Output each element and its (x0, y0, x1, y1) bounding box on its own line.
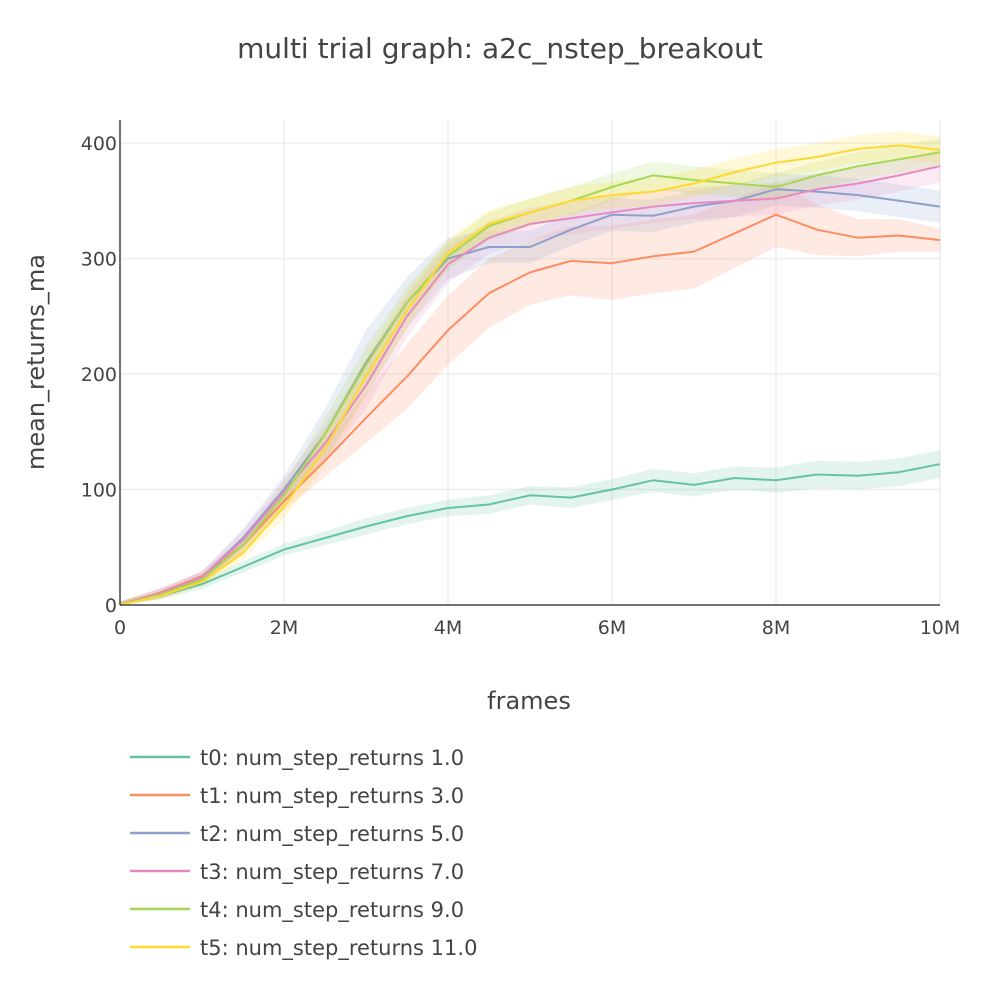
legend-label: t1: num_step_returns 3.0 (200, 784, 464, 809)
legend-item-t5[interactable]: t5: num_step_returns 11.0 (130, 936, 477, 961)
legend-label: t5: num_step_returns 11.0 (200, 936, 477, 961)
gridlines (120, 120, 941, 605)
legend-label: t0: num_step_returns 1.0 (200, 746, 464, 771)
band-t1 (120, 182, 940, 605)
x-tick-label: 8M (762, 617, 790, 639)
series-line-t3 (119, 165, 941, 606)
chart-title: multi trial graph: a2c_nstep_breakout (237, 32, 763, 65)
legend-item-t4[interactable]: t4: num_step_returns 9.0 (130, 898, 464, 923)
legend-label: t4: num_step_returns 9.0 (200, 898, 464, 923)
x-tick-label: 4M (434, 617, 462, 639)
x-tick-label: 6M (598, 617, 626, 639)
y-tick-label: 200 (81, 364, 117, 386)
x-tick-label: 10M (920, 617, 961, 639)
series-line-t1 (119, 213, 941, 606)
axes (119, 120, 940, 606)
x-axis-label: frames (487, 687, 571, 715)
legend-item-t3[interactable]: t3: num_step_returns 7.0 (130, 860, 464, 885)
series-line-t5 (119, 144, 941, 606)
x-tick-label: 0 (114, 617, 126, 639)
y-tick-label: 0 (105, 595, 117, 617)
band-t2 (120, 173, 940, 605)
legend-label: t2: num_step_returns 5.0 (200, 822, 464, 847)
band-t0 (120, 450, 940, 605)
legend-item-t2[interactable]: t2: num_step_returns 5.0 (130, 822, 464, 847)
legend-item-t1[interactable]: t1: num_step_returns 3.0 (130, 784, 464, 809)
series-line-t2 (119, 188, 941, 606)
legend: t0: num_step_returns 1.0 t1: num_step_ret… (130, 746, 477, 961)
series-line-t0 (119, 463, 941, 606)
legend-label: t3: num_step_returns 7.0 (200, 860, 464, 885)
confidence-bands (120, 131, 940, 605)
y-tick-label: 100 (81, 480, 117, 502)
tick-labels: 0 2M 4M 6M 8M 10M 0 100 200 300 400 (81, 133, 961, 639)
series-lines (119, 144, 941, 606)
y-tick-label: 300 (81, 249, 117, 271)
y-axis-label: mean_returns_ma (22, 254, 50, 470)
y-tick-label: 400 (81, 133, 117, 155)
legend-item-t0[interactable]: t0: num_step_returns 1.0 (130, 746, 464, 771)
band-t5 (120, 131, 940, 605)
x-tick-label: 2M (270, 617, 298, 639)
